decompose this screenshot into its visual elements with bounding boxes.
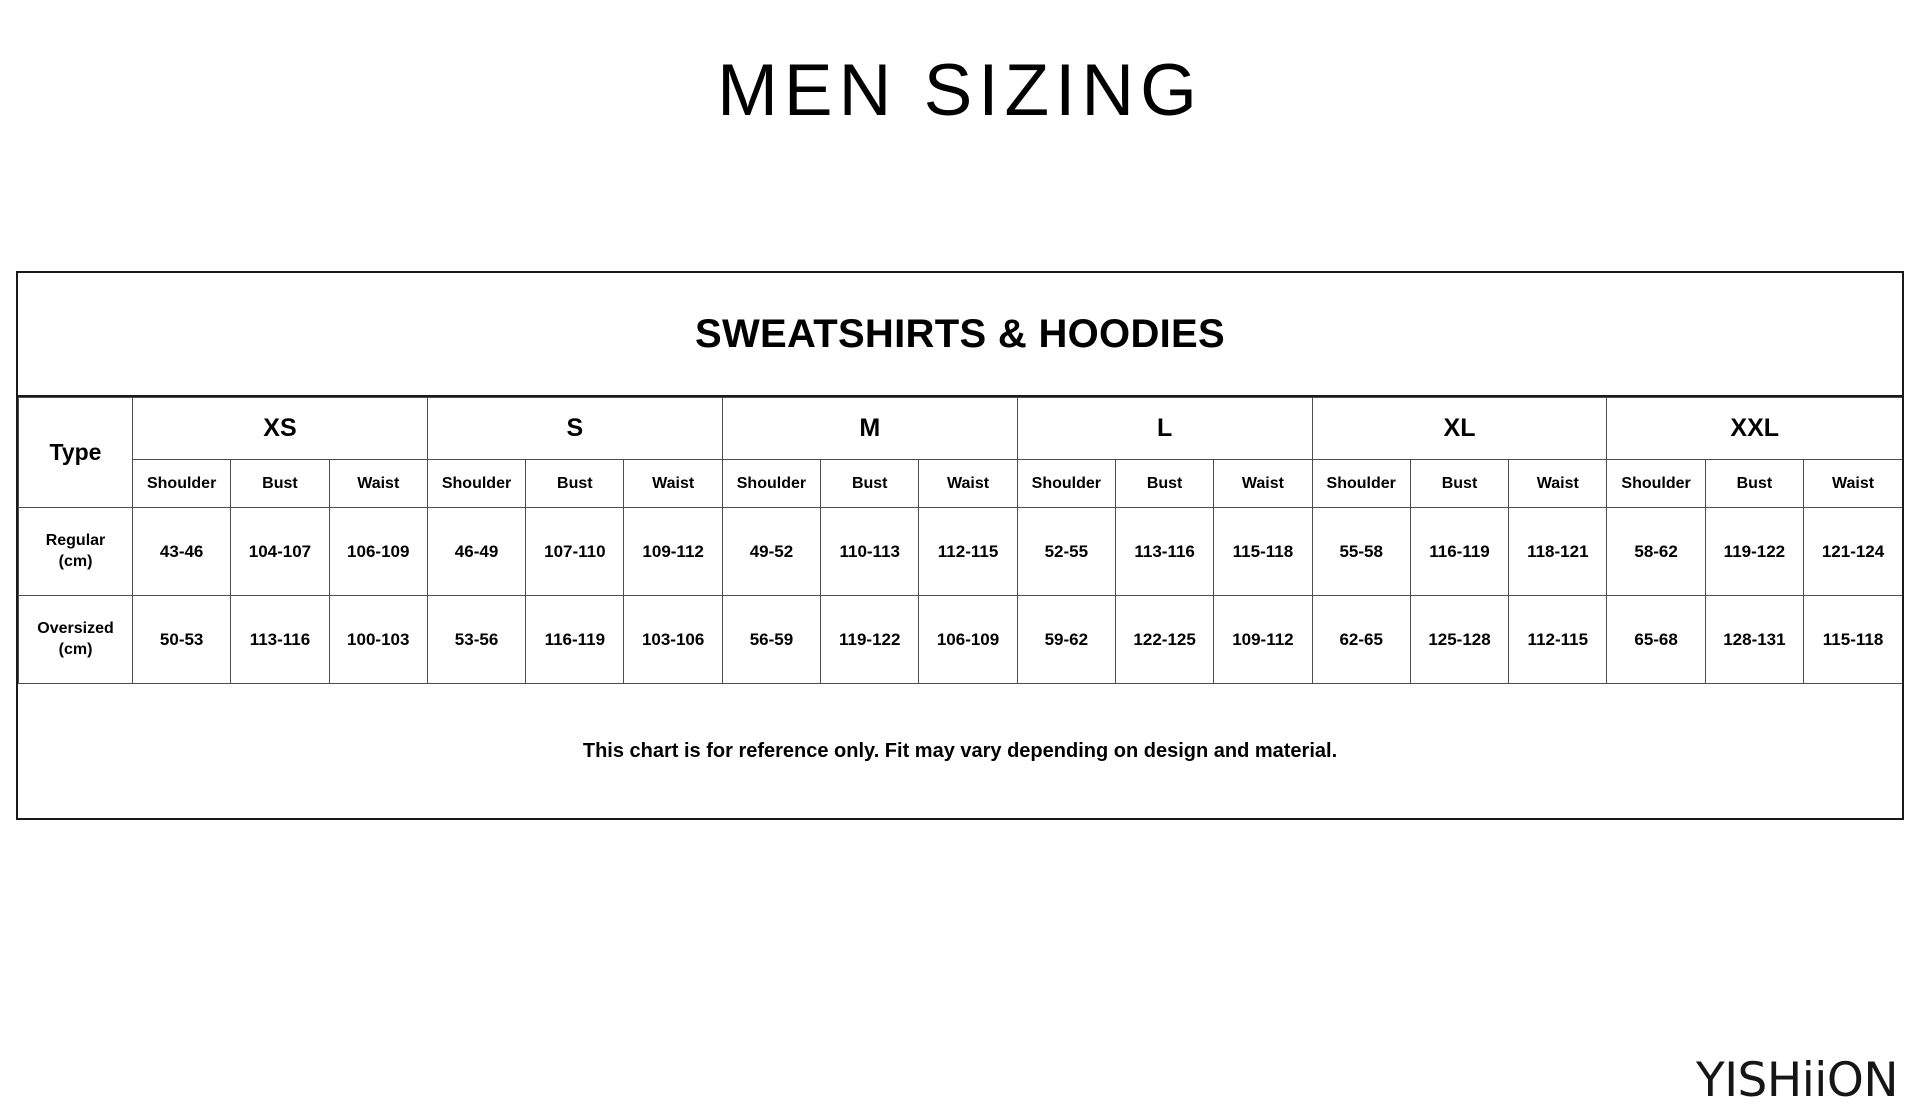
cell-regular-l-shoulder: 52-55 — [1016, 507, 1116, 596]
size-group-s: S — [426, 397, 723, 460]
cell-oversized-s-shoulder: 53-56 — [426, 595, 527, 684]
type-column-header: Type — [18, 397, 133, 508]
size-group-xl: XL — [1311, 397, 1608, 460]
size-group-xxl: XXL — [1606, 397, 1902, 460]
size-table-header: Type XS S M L XL XXL Shoulder Bust Waist… — [18, 397, 1902, 508]
measure-header-s-shoulder: Shoulder — [426, 459, 527, 508]
table-row: Regular (cm) 43-46 104-107 106-109 46-49… — [18, 507, 1902, 596]
cell-oversized-l-bust: 122-125 — [1114, 595, 1215, 684]
row-label-regular-name: Regular — [45, 532, 106, 550]
cell-regular-xs-bust: 104-107 — [230, 507, 330, 596]
size-group-m: M — [721, 397, 1018, 460]
cell-oversized-m-bust: 119-122 — [820, 595, 920, 684]
measure-header-s-bust: Bust — [525, 459, 625, 508]
measure-header-l-bust: Bust — [1114, 459, 1215, 508]
measure-header-m-bust: Bust — [820, 459, 920, 508]
size-group-l: L — [1016, 397, 1313, 460]
measure-header-xxl-waist: Waist — [1803, 459, 1902, 508]
cell-oversized-xl-shoulder: 62-65 — [1311, 595, 1411, 684]
measure-header-xs-shoulder: Shoulder — [131, 459, 232, 508]
cell-oversized-xxl-shoulder: 65-68 — [1606, 595, 1706, 684]
measure-header-xl-waist: Waist — [1508, 459, 1608, 508]
chart-footnote: This chart is for reference only. Fit ma… — [582, 739, 1338, 762]
measure-header-s-waist: Waist — [623, 459, 723, 508]
size-group-header-row: Type XS S M L XL XXL — [18, 397, 1902, 508]
row-label-oversized-unit: (cm) — [58, 640, 93, 658]
row-label-regular: Regular (cm) — [18, 507, 133, 596]
cell-oversized-xl-bust: 125-128 — [1409, 595, 1510, 684]
table-row: Oversized (cm) 50-53 113-116 100-103 53-… — [18, 595, 1902, 684]
cell-regular-xxl-shoulder: 58-62 — [1606, 507, 1706, 596]
cell-regular-s-bust: 107-110 — [525, 507, 625, 596]
cell-regular-xxl-waist: 121-124 — [1803, 507, 1902, 596]
page-title: MEN SIZING — [717, 50, 1203, 131]
cell-regular-l-waist: 115-118 — [1213, 507, 1313, 596]
measure-header-l-waist: Waist — [1213, 459, 1313, 508]
cell-regular-m-shoulder: 49-52 — [721, 507, 822, 596]
cell-regular-xs-shoulder: 43-46 — [131, 507, 232, 596]
cell-oversized-s-bust: 116-119 — [525, 595, 625, 684]
cell-regular-m-bust: 110-113 — [820, 507, 920, 596]
measure-header-xxl-shoulder: Shoulder — [1606, 459, 1706, 508]
section-heading: SWEATSHIRTS & HOODIES — [18, 273, 1902, 397]
brand-logo: YISHiiON — [1695, 1051, 1899, 1109]
measure-header-m-waist: Waist — [918, 459, 1018, 508]
cell-oversized-xxl-waist: 115-118 — [1803, 595, 1902, 684]
measure-header-xs-waist: Waist — [328, 459, 428, 508]
cell-oversized-m-waist: 106-109 — [918, 595, 1018, 684]
cell-oversized-xs-bust: 113-116 — [230, 595, 330, 684]
measure-header-xs-bust: Bust — [230, 459, 330, 508]
cell-regular-m-waist: 112-115 — [918, 507, 1018, 596]
cell-regular-l-bust: 113-116 — [1114, 507, 1215, 596]
cell-oversized-l-shoulder: 59-62 — [1016, 595, 1116, 684]
row-label-oversized: Oversized (cm) — [18, 595, 133, 684]
row-label-oversized-name: Oversized — [37, 620, 114, 638]
size-table-body: Regular (cm) 43-46 104-107 106-109 46-49… — [18, 507, 1902, 684]
cell-regular-xxl-bust: 119-122 — [1704, 507, 1805, 596]
cell-oversized-xs-shoulder: 50-53 — [131, 595, 232, 684]
size-chart-card: SWEATSHIRTS & HOODIES Type XS S M L XL X… — [16, 271, 1904, 820]
cell-oversized-l-waist: 109-112 — [1213, 595, 1313, 684]
measure-header-xl-shoulder: Shoulder — [1311, 459, 1411, 508]
cell-regular-s-waist: 109-112 — [623, 507, 723, 596]
measurement-header-row: Shoulder Bust Waist Shoulder Bust Waist … — [19, 459, 1902, 508]
measure-header-xl-bust: Bust — [1409, 459, 1510, 508]
brand-wordmark: YISHiiON — [1695, 1052, 1899, 1108]
row-label-regular-unit: (cm) — [58, 552, 93, 570]
cell-oversized-xl-waist: 112-115 — [1508, 595, 1608, 684]
measure-header-xxl-bust: Bust — [1704, 459, 1805, 508]
cell-regular-xl-waist: 118-121 — [1508, 507, 1608, 596]
cell-regular-xs-waist: 106-109 — [328, 507, 428, 596]
cell-oversized-m-shoulder: 56-59 — [721, 595, 822, 684]
cell-oversized-s-waist: 103-106 — [623, 595, 723, 684]
measure-header-m-shoulder: Shoulder — [721, 459, 822, 508]
cell-regular-s-shoulder: 46-49 — [426, 507, 527, 596]
cell-regular-xl-shoulder: 55-58 — [1311, 507, 1411, 596]
cell-oversized-xxl-bust: 128-131 — [1704, 595, 1805, 684]
cell-oversized-xs-waist: 100-103 — [328, 595, 428, 684]
cell-regular-xl-bust: 116-119 — [1409, 507, 1510, 596]
measure-header-l-shoulder: Shoulder — [1016, 459, 1116, 508]
size-table: Type XS S M L XL XXL Shoulder Bust Waist… — [18, 397, 1902, 684]
size-group-xs: XS — [132, 397, 428, 460]
